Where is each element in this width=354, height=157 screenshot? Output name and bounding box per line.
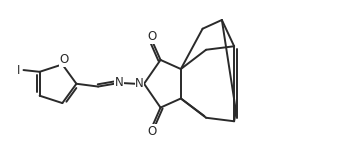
Text: O: O	[148, 30, 157, 43]
Text: N: N	[135, 77, 144, 90]
Text: I: I	[17, 64, 20, 77]
Text: N: N	[114, 76, 123, 89]
Text: O: O	[148, 125, 157, 138]
Text: O: O	[59, 53, 69, 66]
